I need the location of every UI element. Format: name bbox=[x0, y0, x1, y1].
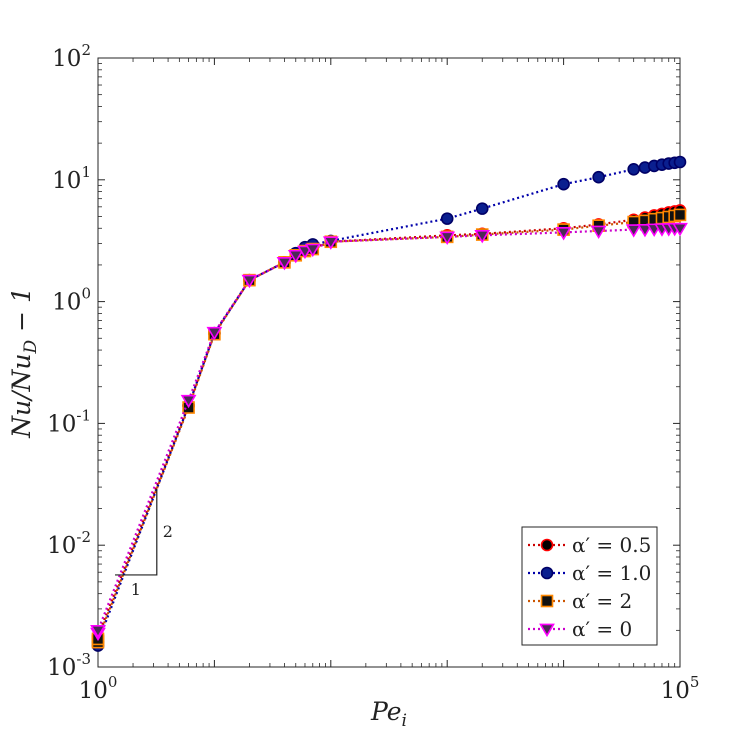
data-point bbox=[440, 212, 454, 225]
data-point bbox=[206, 326, 223, 341]
legend: α′ = 0.5 α′ = 1.0 α′ = 2 α′ = 0 bbox=[521, 526, 658, 646]
data-point bbox=[287, 249, 304, 264]
legend-label-1: α′ = 1.0 bbox=[572, 561, 651, 585]
series-group bbox=[90, 155, 688, 652]
y-tick-label: 10-3 bbox=[47, 650, 91, 681]
legend-label-2: α′ = 2 bbox=[572, 589, 632, 613]
data-point bbox=[625, 224, 642, 238]
data-point bbox=[276, 257, 293, 271]
legend-marker bbox=[540, 594, 554, 608]
data-point bbox=[590, 225, 607, 240]
legend-label-0: α′ = 0.5 bbox=[572, 533, 651, 557]
slope-triangle bbox=[115, 488, 158, 576]
data-point bbox=[90, 624, 106, 639]
data-point bbox=[627, 162, 640, 176]
legend-marker bbox=[539, 623, 555, 638]
data-point bbox=[557, 177, 570, 191]
slope-run-label: 1 bbox=[131, 580, 141, 599]
data-point bbox=[474, 229, 491, 244]
y-tick-label: 101 bbox=[52, 163, 91, 194]
x-tick-label: 105 bbox=[661, 673, 700, 704]
y-tick-label: 10-1 bbox=[47, 406, 91, 437]
axes: 10-3 10-2 10-1 100 101 102 100 105 Pei​ Nu/NuD​ −… bbox=[7, 41, 699, 731]
data-point bbox=[555, 227, 572, 241]
data-point bbox=[673, 208, 687, 222]
annotations: 12 bbox=[115, 488, 173, 599]
data-point bbox=[592, 170, 605, 184]
x-tick-label: 100 bbox=[79, 673, 118, 704]
series-3 bbox=[90, 222, 688, 642]
data-point bbox=[475, 202, 489, 215]
y-axis-label: Nu/NuD​ − 1 bbox=[7, 287, 41, 439]
y-tick-label: 100 bbox=[52, 285, 91, 316]
y-tick-label: 10-2 bbox=[47, 528, 91, 559]
x-axis-label: Pei​ bbox=[370, 697, 407, 731]
y-tick-label: 102 bbox=[52, 41, 91, 72]
data-point bbox=[304, 243, 321, 258]
data-point bbox=[241, 274, 258, 289]
data-point bbox=[180, 394, 197, 409]
data-point bbox=[322, 236, 339, 250]
legend-marker bbox=[540, 566, 554, 580]
slope-rise-label: 2 bbox=[163, 522, 173, 541]
data-point bbox=[439, 231, 456, 245]
data-point bbox=[673, 155, 687, 169]
data-point bbox=[637, 223, 653, 238]
legend-label-3: α′ = 0 bbox=[572, 617, 632, 641]
data-point bbox=[672, 222, 688, 237]
legend-marker bbox=[540, 538, 554, 552]
